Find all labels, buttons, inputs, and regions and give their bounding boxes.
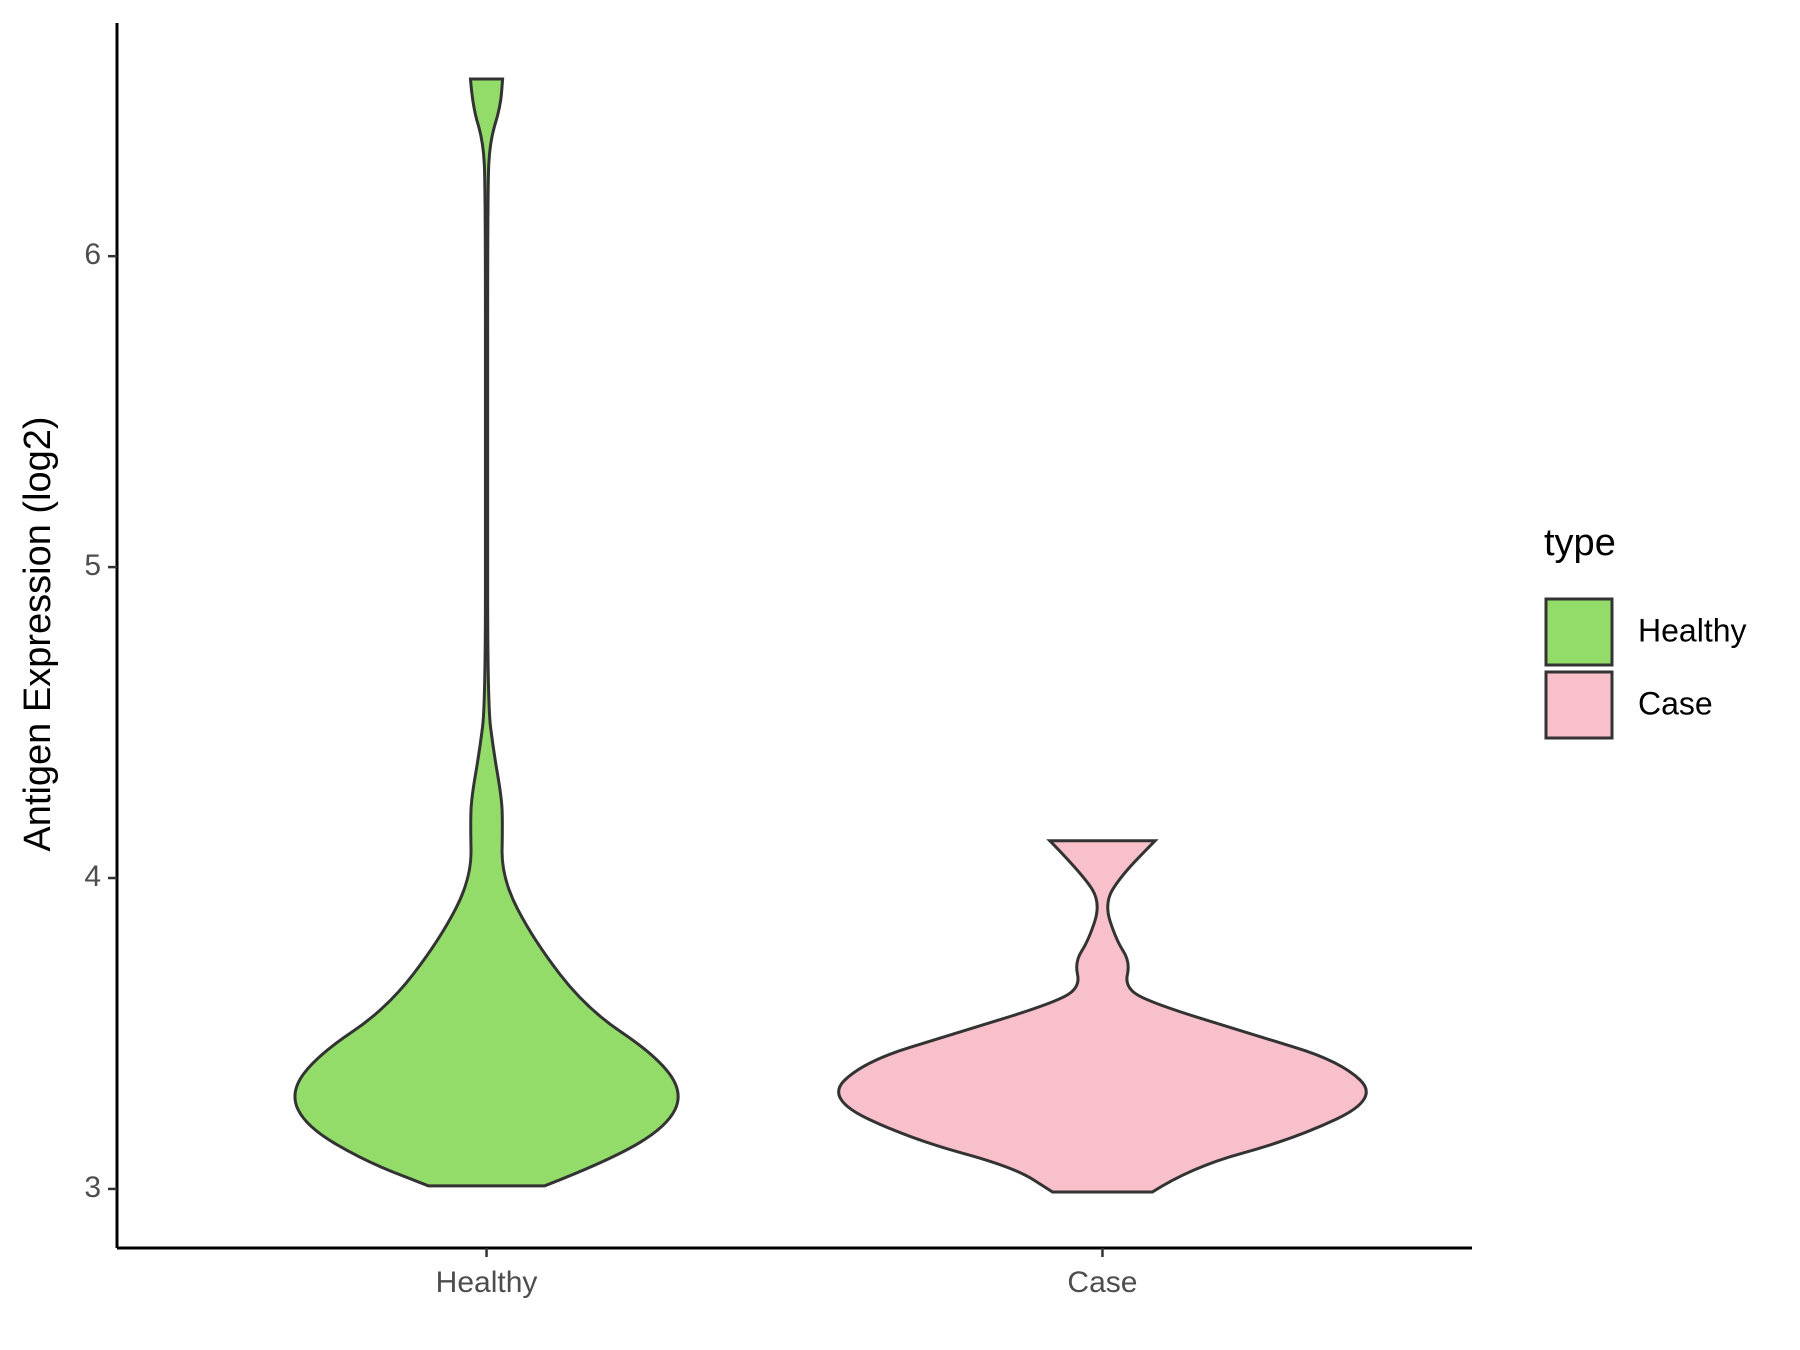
violin <box>293 77 680 1188</box>
y-tick-label: 5 <box>84 549 101 582</box>
y-tick-label: 4 <box>84 860 101 893</box>
x-tick-label: Healthy <box>436 1266 538 1299</box>
legend-key <box>1544 597 1614 667</box>
violin <box>837 839 1368 1194</box>
y-tick-label: 6 <box>84 238 101 271</box>
x-tick-label: Case <box>1067 1266 1137 1299</box>
legend-label: Case <box>1638 685 1713 721</box>
legend-label: Healthy <box>1638 612 1747 648</box>
legend-title: type <box>1544 522 1616 564</box>
y-axis-title: Antigen Expression (log2) <box>17 416 59 851</box>
y-tick-label: 3 <box>84 1171 101 1204</box>
legend-key <box>1544 670 1614 740</box>
